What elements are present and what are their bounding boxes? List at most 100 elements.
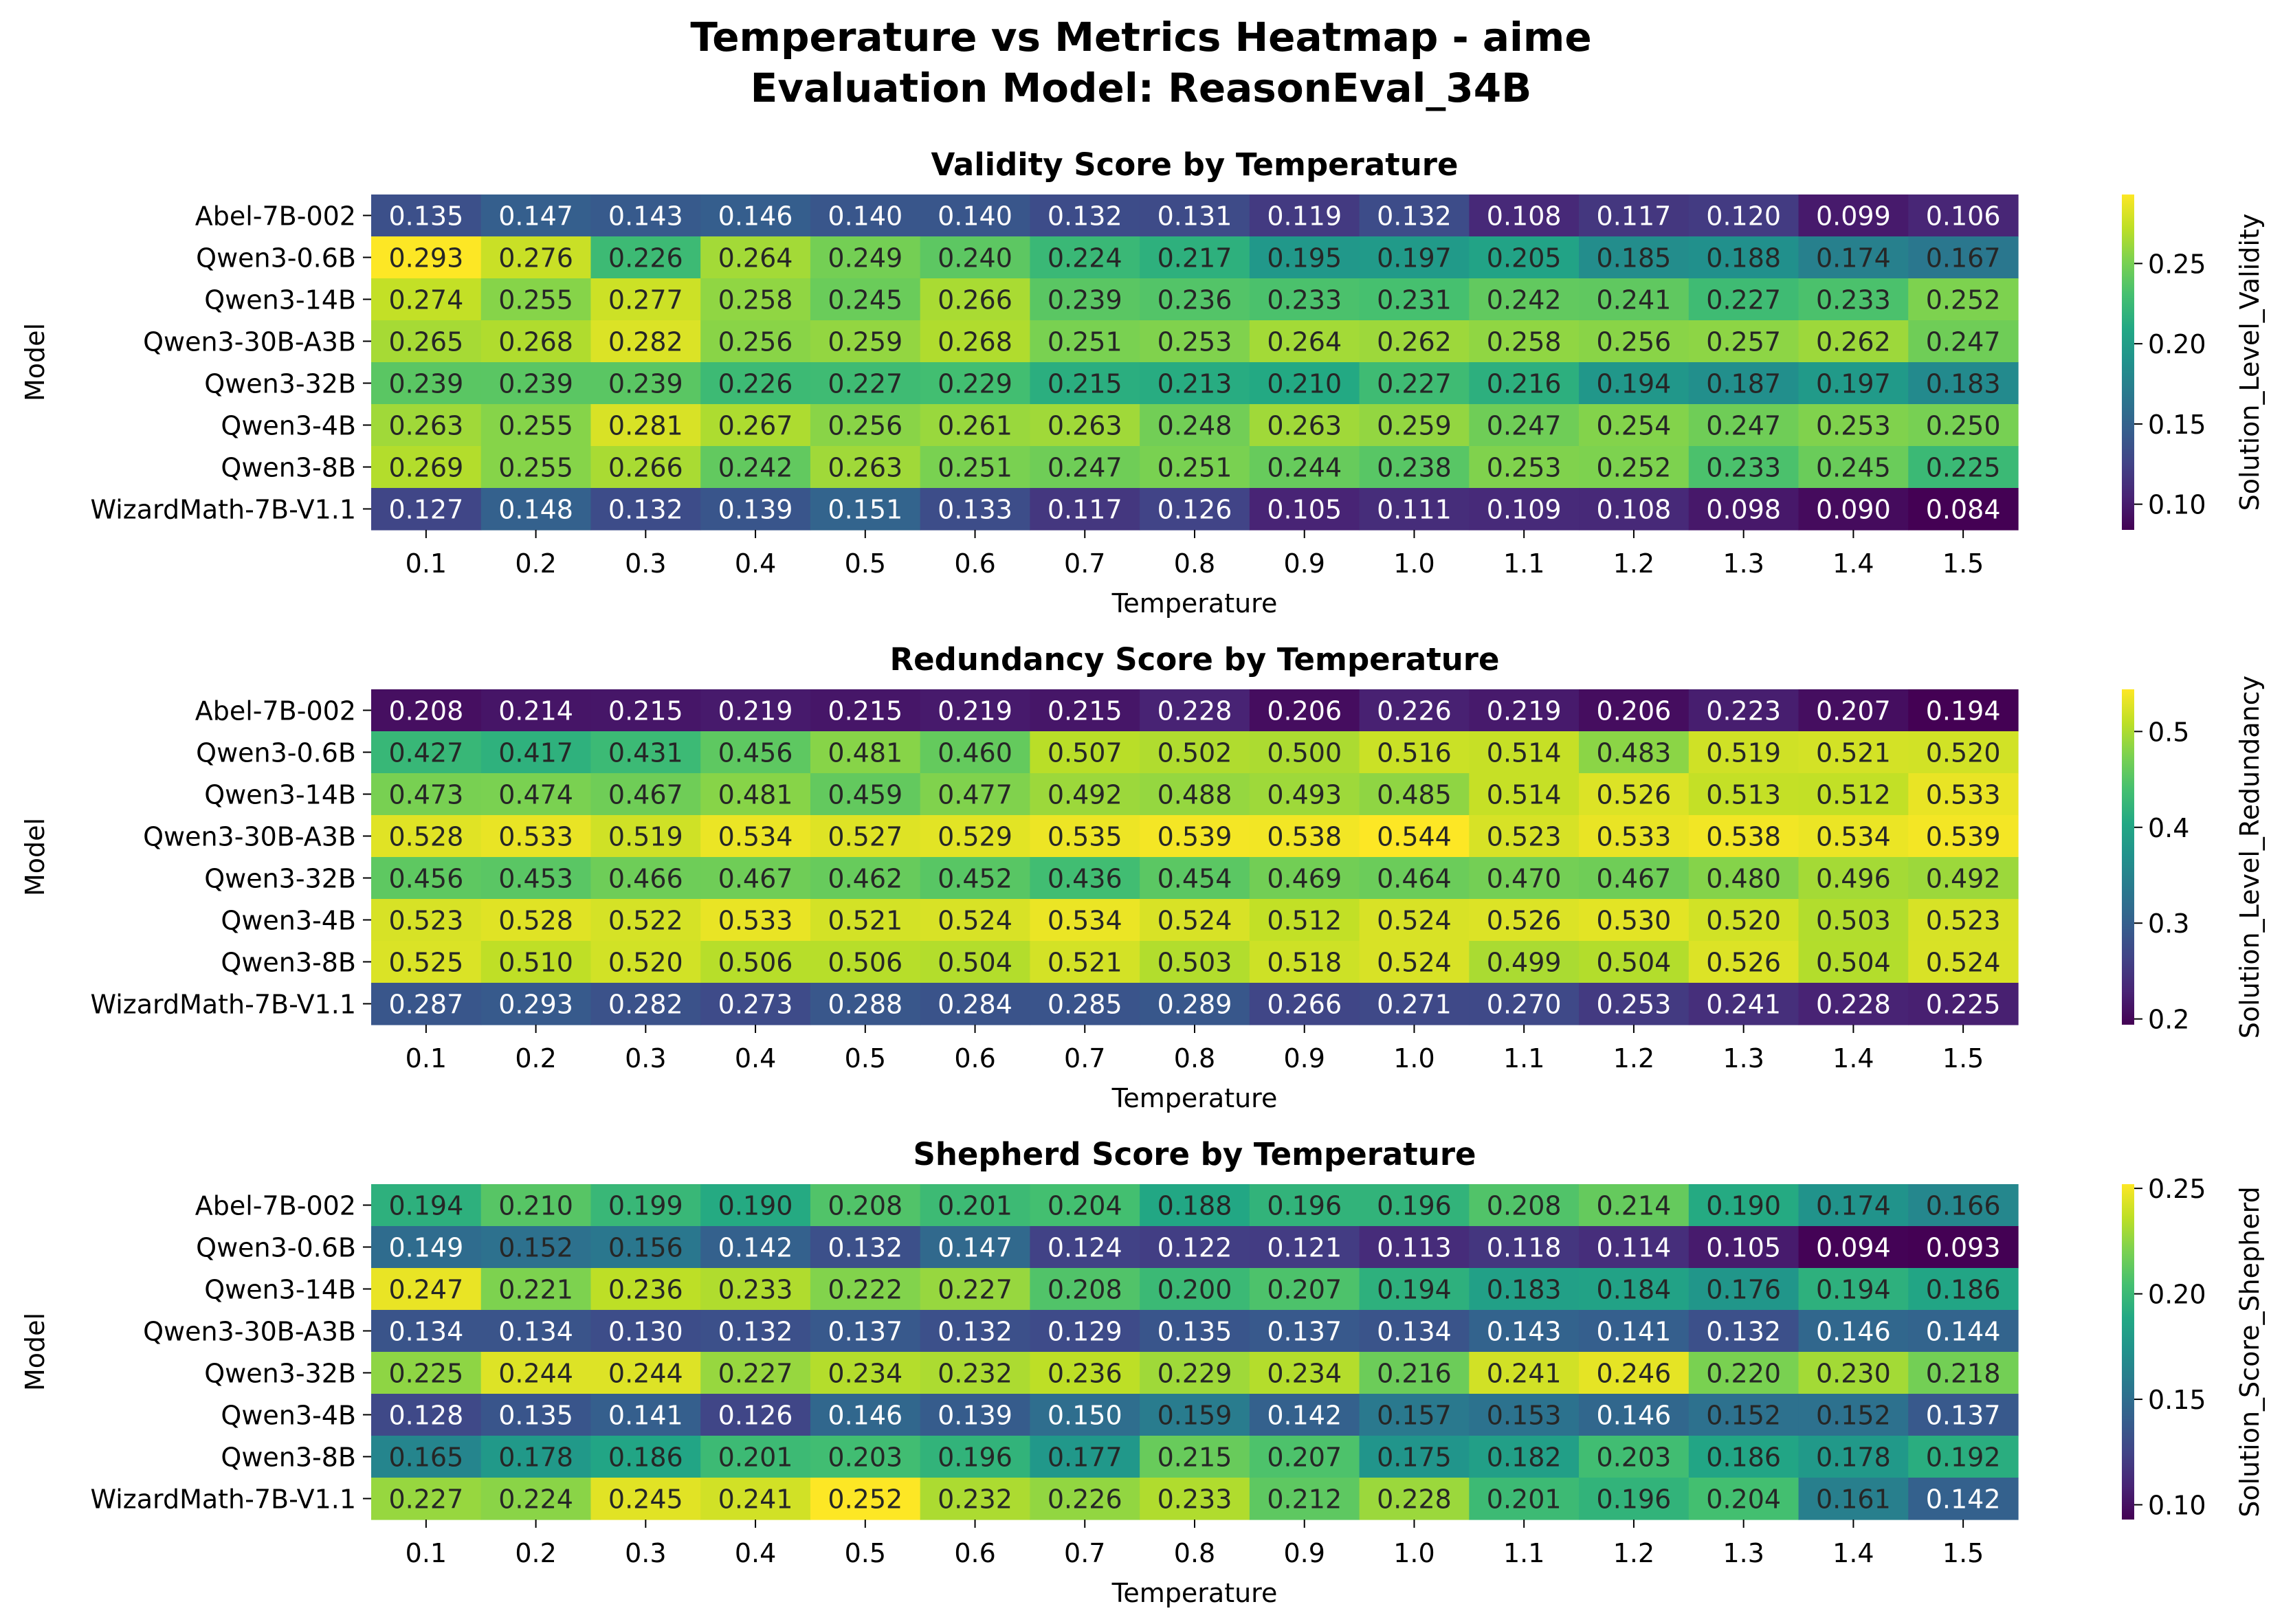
heatmap-cell <box>371 320 482 363</box>
cell-value-label: 0.084 <box>1926 495 2001 525</box>
heatmap-cell <box>590 236 701 279</box>
cell-value-label: 0.251 <box>938 453 1012 483</box>
heatmap-cell <box>1688 689 1799 732</box>
cell-value-label: 0.244 <box>498 1359 573 1389</box>
y-tick-label: Qwen3-30B-A3B <box>143 822 356 852</box>
cell-value-label: 0.200 <box>1157 1275 1232 1305</box>
cell-value-label: 0.196 <box>938 1443 1012 1473</box>
x-tick-label: 1.0 <box>1393 548 1434 579</box>
x-tick-label: 0.5 <box>845 1043 886 1074</box>
heatmap-cell <box>1359 1310 1470 1353</box>
cell-value-label: 0.485 <box>1377 780 1452 810</box>
x-tick-label: 0.6 <box>954 1538 995 1568</box>
cell-value-label: 0.175 <box>1377 1443 1452 1473</box>
cell-value-label: 0.147 <box>938 1233 1012 1263</box>
heatmap-cell <box>1469 362 1580 405</box>
heatmap-cell <box>1249 320 1360 363</box>
cell-value-label: 0.239 <box>608 369 683 399</box>
cell-value-label: 0.244 <box>608 1359 683 1389</box>
heatmap-cell <box>1908 320 2019 363</box>
heatmap-cell <box>920 1478 1030 1520</box>
cell-value-label: 0.118 <box>1487 1233 1562 1263</box>
heatmap-cell <box>1030 1478 1140 1520</box>
heatmap-cell <box>1030 1268 1140 1311</box>
y-tick-label: Qwen3-4B <box>221 1401 356 1431</box>
heatmap-cell <box>810 983 921 1025</box>
cell-value-label: 0.528 <box>498 906 573 936</box>
cell-value-label: 0.147 <box>498 201 573 232</box>
y-tick-label: Qwen3-14B <box>204 780 356 810</box>
cell-value-label: 0.533 <box>498 822 573 852</box>
colorbar <box>2122 1184 2134 1520</box>
cell-value-label: 0.460 <box>938 738 1012 768</box>
cell-value-label: 0.230 <box>1816 1359 1891 1389</box>
x-tick-label: 1.3 <box>1722 1043 1764 1074</box>
heatmap-cell <box>1359 1394 1470 1436</box>
heatmap-cell <box>1359 1226 1470 1269</box>
cell-value-label: 0.183 <box>1926 369 2001 399</box>
heatmap-cell <box>810 1478 921 1520</box>
cell-value-label: 0.520 <box>608 948 683 978</box>
heatmap-cell <box>810 278 921 321</box>
cell-value-label: 0.284 <box>938 990 1012 1020</box>
x-tick-label: 1.1 <box>1503 548 1544 579</box>
cell-value-label: 0.232 <box>938 1484 1012 1515</box>
heatmap-cell <box>371 1478 482 1520</box>
cell-value-label: 0.148 <box>498 495 573 525</box>
cell-value-label: 0.524 <box>1926 948 2001 978</box>
heatmap-cell <box>1688 404 1799 447</box>
cell-value-label: 0.526 <box>1597 780 1672 810</box>
cell-value-label: 0.132 <box>1706 1317 1781 1347</box>
heatmap-cell <box>590 362 701 405</box>
heatmap-cell <box>1908 1436 2019 1478</box>
heatmap-cell <box>1798 983 1909 1025</box>
heatmap-cell <box>700 983 811 1025</box>
heatmap-cell <box>1688 194 1799 237</box>
cell-value-label: 0.277 <box>608 285 683 315</box>
heatmap-cell <box>1140 362 1250 405</box>
heatmap-cell <box>1140 404 1250 447</box>
cell-value-label: 0.124 <box>1048 1233 1122 1263</box>
heatmap-cell <box>1140 194 1250 237</box>
cell-value-label: 0.105 <box>1267 495 1342 525</box>
cell-value-label: 0.431 <box>608 738 683 768</box>
y-tick-label: Qwen3-32B <box>204 369 356 399</box>
heatmap-cell <box>1798 815 1909 858</box>
heatmap-cell <box>1469 731 1580 774</box>
cell-value-label: 0.252 <box>828 1484 902 1515</box>
heatmap-cell <box>1140 1394 1250 1436</box>
cell-value-label: 0.263 <box>1048 411 1122 441</box>
x-tick-label: 1.2 <box>1613 1043 1654 1074</box>
x-tick-label: 0.1 <box>406 1538 447 1568</box>
cell-value-label: 0.219 <box>938 696 1012 726</box>
heatmap-cell <box>371 815 482 858</box>
heatmap-cell <box>1579 941 1690 983</box>
cell-value-label: 0.093 <box>1926 1233 2001 1263</box>
cell-value-label: 0.533 <box>1597 822 1672 852</box>
heatmap-cell <box>1030 815 1140 858</box>
y-tick-label: Qwen3-32B <box>204 864 356 894</box>
cell-value-label: 0.470 <box>1487 864 1562 894</box>
cell-value-label: 0.512 <box>1267 906 1342 936</box>
heatmap-cell <box>1688 488 1799 531</box>
x-tick-label: 1.5 <box>1942 548 1984 579</box>
y-tick-label: Qwen3-8B <box>221 1443 356 1473</box>
heatmap-cell <box>1579 404 1690 447</box>
heatmap-cell <box>371 278 482 321</box>
heatmap-cell <box>1688 1310 1799 1353</box>
heatmap-cell <box>371 1352 482 1394</box>
heatmap-cell <box>480 815 592 858</box>
cell-value-label: 0.135 <box>388 201 463 232</box>
heatmap-cell <box>1688 731 1799 774</box>
colorbar-tick-label: 0.4 <box>2148 813 2189 843</box>
cell-value-label: 0.534 <box>1048 906 1122 936</box>
heatmap-cell <box>1798 362 1909 405</box>
colorbar-tick-label: 0.20 <box>2148 1280 2206 1310</box>
cell-value-label: 0.205 <box>1487 243 1562 274</box>
heatmap-cell <box>371 1184 482 1227</box>
colorbar-label: Solution_Score_Shepherd <box>2235 1186 2265 1517</box>
heatmap-cell <box>700 320 811 363</box>
heatmap-cell <box>1688 899 1799 942</box>
heatmap-cell <box>1359 815 1470 858</box>
cell-value-label: 0.094 <box>1816 1233 1891 1263</box>
